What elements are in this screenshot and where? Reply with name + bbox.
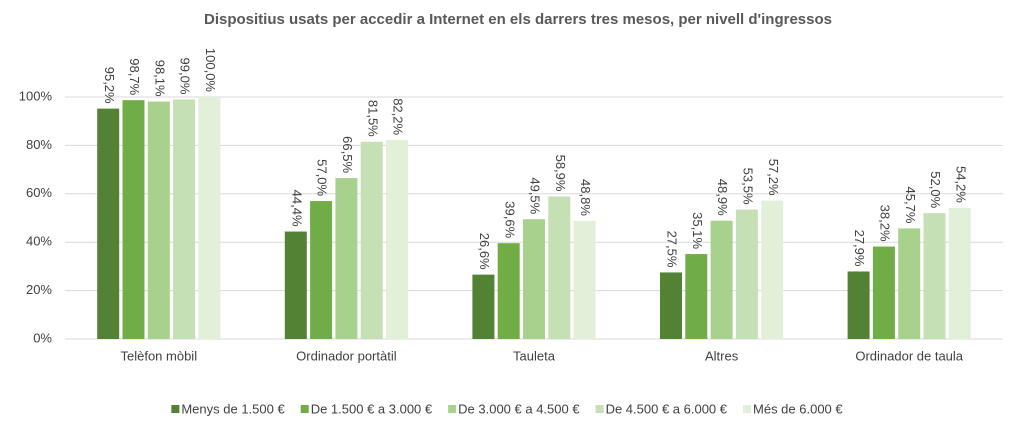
x-tick-label: Ordinador portàtil — [296, 348, 397, 363]
y-tick-label: 40% — [26, 234, 52, 249]
legend-swatch — [448, 405, 457, 413]
data-label: 57,2% — [766, 159, 781, 196]
bar — [523, 219, 545, 339]
legend-swatch — [300, 405, 309, 413]
data-label: 39,6% — [502, 201, 517, 238]
x-tick-label: Altres — [705, 348, 739, 363]
y-tick-label: 80% — [26, 137, 52, 152]
data-label: 35,1% — [690, 212, 705, 249]
legend-label: Menys de 1.500 € — [181, 401, 285, 416]
data-label: 48,9% — [715, 179, 730, 216]
legend: Menys de 1.500 € De 1.500 € a 3.000 € De 3… — [171, 401, 843, 416]
legend-label: Més de 6.000 € — [753, 401, 843, 416]
y-tick-label: 60% — [26, 185, 52, 200]
bar — [948, 207, 971, 339]
data-label: 49,5% — [528, 177, 543, 214]
data-label: 44,4% — [289, 190, 304, 227]
bar — [660, 272, 682, 339]
x-tick-label: Tauleta — [513, 348, 556, 363]
bar — [735, 209, 758, 339]
data-label: 27,5% — [665, 231, 680, 268]
bar — [198, 97, 221, 339]
bar — [360, 141, 383, 339]
data-label: 45,7% — [903, 187, 918, 224]
data-label: 99,0% — [178, 58, 193, 95]
data-label: 57,0% — [315, 159, 330, 196]
bar — [497, 243, 520, 339]
bar — [97, 108, 120, 339]
bar — [761, 200, 784, 339]
chart-title: Dispositius usats per accedir a Internet… — [204, 11, 832, 28]
bar — [923, 213, 946, 339]
bar — [847, 271, 870, 339]
data-label: 54,2% — [953, 166, 968, 203]
data-label: 95,2% — [102, 67, 117, 104]
bar — [173, 99, 196, 339]
bar — [710, 220, 733, 339]
bar — [386, 140, 408, 339]
bar — [472, 274, 495, 339]
data-label: 98,1% — [152, 60, 167, 97]
data-label: 66,5% — [340, 136, 355, 173]
data-label: 27,9% — [852, 230, 867, 267]
data-label: 38,2% — [877, 205, 892, 242]
data-label: 48,8% — [578, 179, 593, 216]
legend-label: De 3.000 € a 4.500 € — [458, 401, 580, 416]
bar — [147, 101, 170, 340]
data-label: 98,7% — [127, 58, 142, 95]
data-label: 26,6% — [477, 233, 492, 270]
x-tick-label: Telèfon mòbil — [120, 348, 197, 363]
legend-swatch — [171, 405, 180, 413]
legend-label: De 4.500 € a 6.000 € — [606, 401, 728, 416]
bar — [898, 228, 921, 339]
data-label: 100,0% — [203, 48, 218, 93]
legend-swatch — [595, 405, 604, 413]
bar — [548, 196, 571, 339]
data-label: 52,0% — [928, 171, 943, 208]
bar — [685, 254, 708, 339]
bar — [122, 100, 145, 340]
data-label: 58,9% — [553, 155, 568, 192]
data-label: 82,2% — [391, 98, 406, 135]
legend-label: De 1.500 € a 3.000 € — [311, 401, 433, 416]
bar — [573, 220, 596, 339]
legend-swatch — [743, 405, 752, 413]
y-tick-label: 100% — [19, 88, 53, 103]
bar — [284, 231, 307, 339]
data-label: 53,5% — [740, 168, 755, 205]
data-label: 81,5% — [365, 100, 380, 137]
y-tick-label: 0% — [33, 330, 52, 345]
x-tick-label: Ordinador de taula — [855, 348, 963, 363]
bar — [872, 246, 895, 339]
bar — [310, 201, 333, 339]
bar — [335, 178, 358, 339]
y-tick-label: 20% — [26, 282, 52, 297]
